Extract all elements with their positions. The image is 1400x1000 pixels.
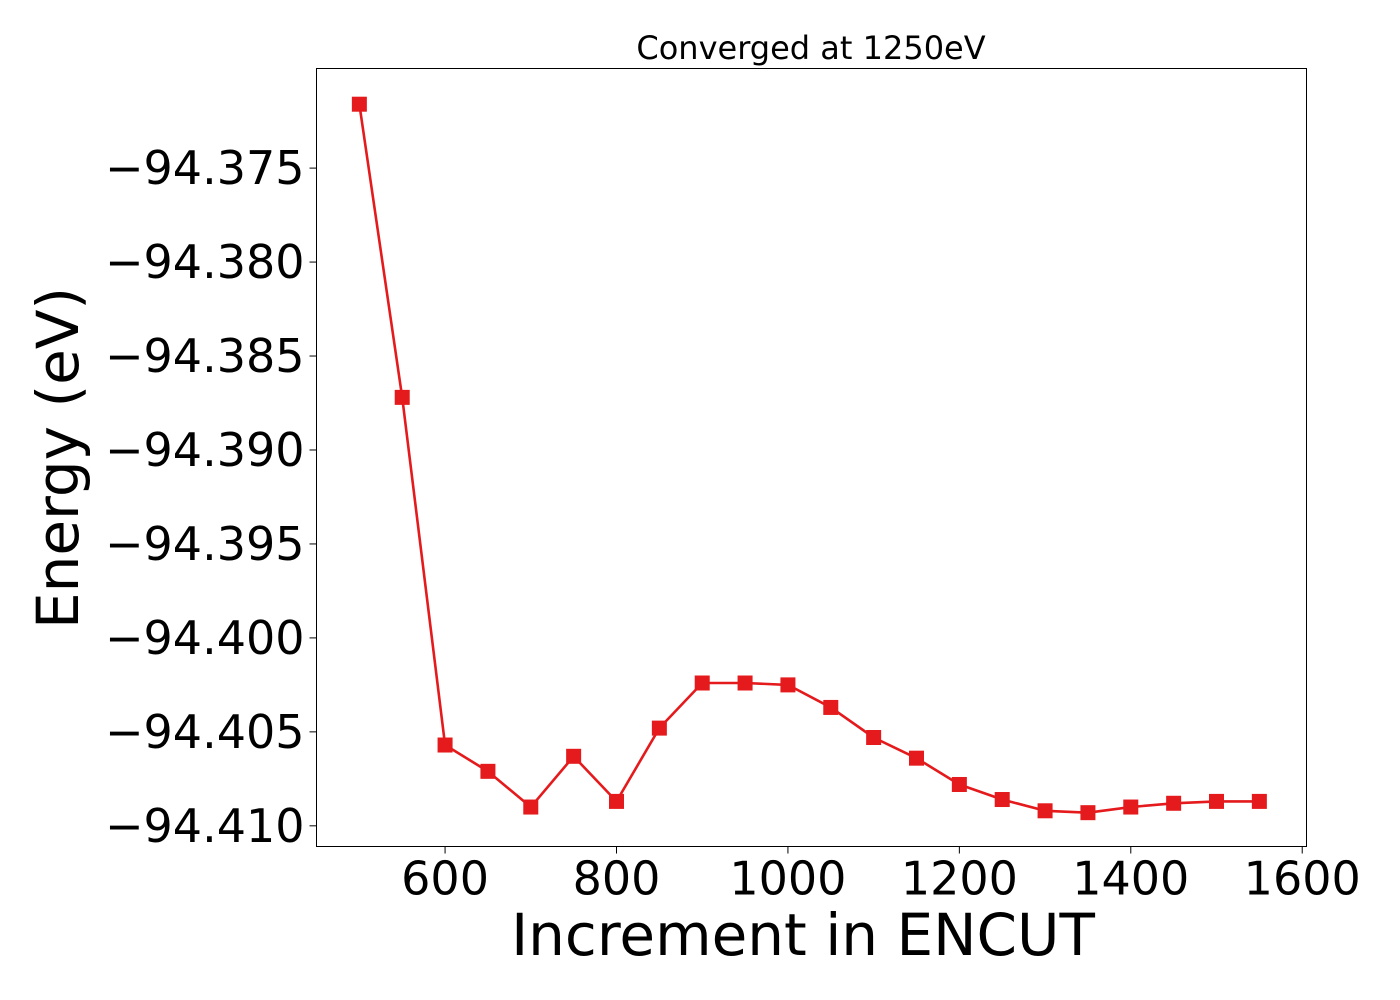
data-point-marker [694, 675, 710, 691]
data-point-marker [1166, 795, 1182, 811]
x-tick-label: 1000 [729, 852, 846, 906]
data-point-marker [1037, 803, 1053, 819]
x-tick-label: 1400 [1072, 852, 1189, 906]
data-point-marker [351, 96, 367, 112]
data-point-marker [737, 675, 753, 691]
data-point-marker [1251, 793, 1267, 809]
data-point-marker [1123, 799, 1139, 815]
data-point-marker [523, 799, 539, 815]
data-point-marker [823, 699, 839, 715]
data-point-marker [566, 748, 582, 764]
x-tick-label: 800 [573, 852, 661, 906]
data-point-marker [437, 737, 453, 753]
data-point-marker [951, 776, 967, 792]
chart-title: Converged at 1250eV [636, 29, 985, 67]
y-tick-label: −94.410 [105, 799, 305, 853]
data-point-marker [780, 677, 796, 693]
y-tick-label: −94.405 [105, 705, 305, 759]
data-point-marker [866, 730, 882, 746]
plot-frame [316, 68, 1307, 847]
y-tick-label: −94.395 [105, 517, 305, 571]
y-tick-label: −94.400 [105, 611, 305, 665]
series-line [358, 104, 1260, 814]
x-tick-label: 1600 [1244, 852, 1361, 906]
y-axis-ticks: −94.375 −94.380 −94.385 −94.390 −94.395 −94.4… [105, 141, 317, 853]
x-axis-title: Increment in ENCUT [511, 901, 1095, 969]
data-point-marker [1080, 805, 1096, 821]
data-point-marker [994, 792, 1010, 808]
data-point-marker [394, 389, 410, 405]
y-tick-label: −94.390 [105, 423, 305, 477]
x-axis-ticks: 600 800 1000 1200 1400 1600 [401, 846, 1361, 906]
x-tick-label: 600 [401, 852, 489, 906]
data-point-marker [480, 763, 496, 779]
data-point-marker [609, 793, 624, 809]
data-point-marker [651, 720, 667, 736]
y-tick-label: −94.380 [105, 235, 305, 289]
data-point-marker [909, 750, 924, 766]
data-point-marker [1209, 793, 1224, 809]
x-tick-label: 1200 [901, 852, 1018, 906]
y-axis-title: Energy (eV) [24, 287, 92, 629]
y-tick-label: −94.375 [105, 141, 305, 195]
y-tick-label: −94.385 [105, 329, 305, 383]
series-layer [351, 96, 1267, 821]
